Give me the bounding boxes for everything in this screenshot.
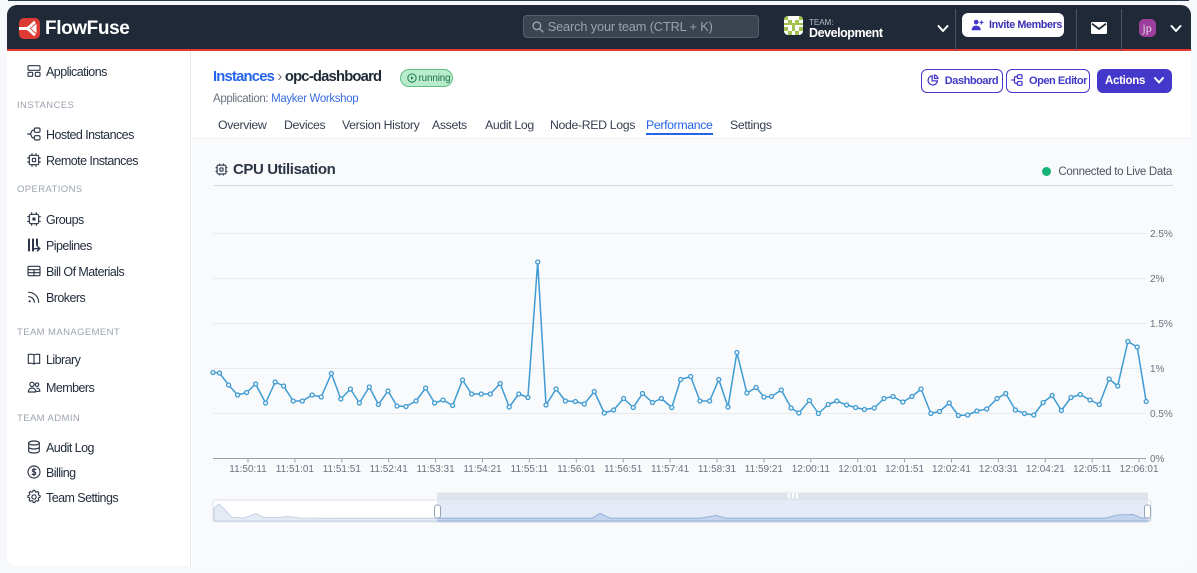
svg-text:11:50:11: 11:50:11 <box>229 464 267 475</box>
svg-text:11:52:41: 11:52:41 <box>370 464 409 475</box>
svg-text:11:55:11: 11:55:11 <box>511 464 549 475</box>
svg-text:11:53:31: 11:53:31 <box>417 464 456 475</box>
svg-text:2.5%: 2.5% <box>1150 229 1173 240</box>
svg-text:11:59:21: 11:59:21 <box>745 464 784 475</box>
svg-text:12:02:41: 12:02:41 <box>932 464 971 475</box>
svg-text:12:03:31: 12:03:31 <box>979 464 1018 475</box>
svg-text:12:00:11: 12:00:11 <box>792 464 831 475</box>
svg-text:12:01:01: 12:01:01 <box>838 464 877 475</box>
svg-text:1.5%: 1.5% <box>1150 319 1173 330</box>
svg-text:12:06:01: 12:06:01 <box>1120 464 1159 475</box>
svg-text:2%: 2% <box>1150 274 1165 285</box>
svg-text:12:01:51: 12:01:51 <box>885 464 924 475</box>
svg-text:0.5%: 0.5% <box>1150 409 1173 420</box>
svg-text:11:57:41: 11:57:41 <box>651 464 690 475</box>
svg-text:11:51:01: 11:51:01 <box>276 464 315 475</box>
svg-text:1%: 1% <box>1150 364 1165 375</box>
svg-text:12:05:11: 12:05:11 <box>1073 464 1112 475</box>
svg-text:0%: 0% <box>1150 454 1165 465</box>
svg-text:11:54:21: 11:54:21 <box>463 464 502 475</box>
svg-text:12:04:21: 12:04:21 <box>1026 464 1065 475</box>
svg-text:11:58:31: 11:58:31 <box>698 464 737 475</box>
svg-text:11:51:51: 11:51:51 <box>323 464 362 475</box>
svg-text:11:56:51: 11:56:51 <box>604 464 643 475</box>
svg-text:11:56:01: 11:56:01 <box>557 464 596 475</box>
